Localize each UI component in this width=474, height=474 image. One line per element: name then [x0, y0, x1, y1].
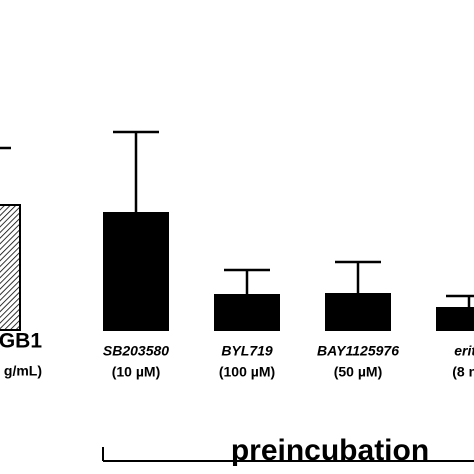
x-tick-label: erite — [454, 343, 474, 359]
bar — [214, 294, 280, 331]
bar — [436, 307, 474, 331]
x-tick-label: BYL719 — [221, 343, 273, 359]
x-tick-sublabel: g/mL) — [4, 363, 42, 379]
x-tick-sublabel: (10 µM) — [112, 364, 161, 380]
x-tick-label: SB203580 — [103, 343, 169, 359]
x-tick-label: BAY1125976 — [317, 343, 399, 359]
x-tick-label: GB1 — [0, 330, 42, 353]
x-tick-sublabel: (100 µM) — [219, 364, 275, 380]
bar — [325, 293, 391, 331]
bar — [0, 204, 21, 331]
x-tick-sublabel: (8 ng — [452, 364, 474, 380]
x-tick-sublabel: (50 µM) — [334, 364, 383, 380]
bracket-label: preincubation — [231, 434, 429, 467]
bar — [103, 212, 169, 331]
